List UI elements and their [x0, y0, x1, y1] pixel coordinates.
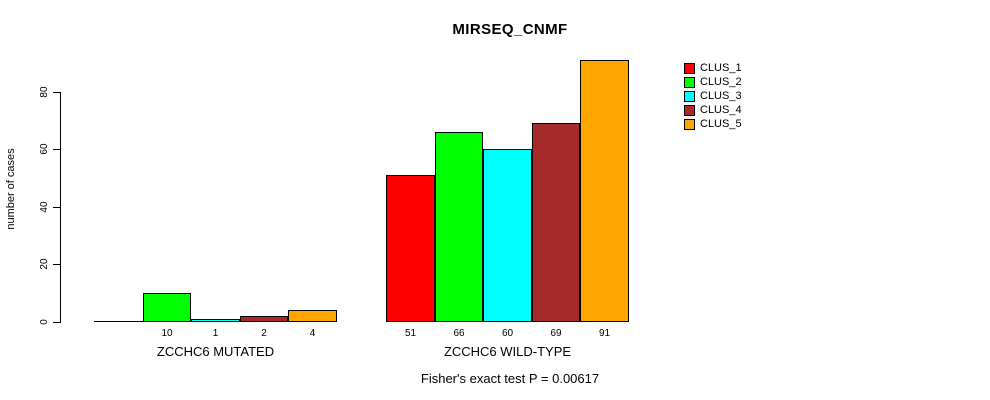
y-tick [53, 207, 60, 208]
bar-value-label: 10 [161, 328, 173, 339]
legend-label: CLUS_2 [700, 76, 742, 88]
bar-value-label: 2 [261, 328, 267, 339]
bar-clus_3-group2 [483, 149, 532, 322]
y-tick-label: 60 [38, 143, 50, 155]
y-tick-label: 0 [38, 319, 50, 325]
legend-swatch-icon [684, 105, 695, 116]
bar-clus_4-group2 [532, 123, 580, 322]
bar-value-label: 66 [453, 328, 465, 339]
bar-clus_2-group2 [435, 132, 483, 322]
bar-clus_2-group1 [143, 293, 191, 322]
y-tick-label: 80 [38, 86, 50, 98]
y-tick [53, 92, 60, 93]
legend-item: CLUS_3 [684, 91, 742, 102]
x-category-label: ZCCHC6 WILD-TYPE [443, 344, 572, 359]
bar-value-label: 91 [598, 328, 611, 339]
y-tick [53, 149, 60, 150]
legend-swatch-icon [684, 77, 695, 88]
legend: CLUS_1 CLUS_2 CLUS_3 CLUS_4 CLUS_5 [684, 63, 742, 133]
x-category-label: ZCCHC6 MUTATED [156, 344, 275, 359]
bar-clus_4-group1 [240, 316, 288, 322]
legend-label: CLUS_5 [700, 118, 742, 130]
bar-clus_5-group2 [580, 60, 629, 322]
bar-value-label: 4 [309, 328, 316, 339]
chart-title: MIRSEQ_CNMF [452, 21, 568, 38]
legend-item: CLUS_1 [684, 63, 742, 74]
y-tick [53, 322, 60, 323]
legend-swatch-icon [684, 119, 695, 130]
legend-item: CLUS_5 [684, 119, 742, 130]
stat-annotation: Fisher's exact test P = 0.00617 [420, 371, 600, 386]
y-tick-label: 40 [38, 201, 50, 213]
y-axis-label: number of cases [5, 148, 17, 230]
legend-item: CLUS_4 [684, 105, 742, 116]
y-tick [53, 264, 60, 265]
bar-value-label: 69 [550, 328, 562, 339]
legend-label: CLUS_4 [700, 104, 742, 116]
bar-value-label: 1 [212, 328, 219, 339]
legend-swatch-icon [684, 63, 695, 74]
legend-label: CLUS_3 [700, 90, 742, 102]
bar-clus_1-group2 [386, 175, 435, 322]
bar-clus_5-group1 [288, 310, 337, 322]
legend-swatch-icon [684, 91, 695, 102]
bar-clus_3-group1 [191, 319, 240, 322]
y-tick-label: 20 [38, 258, 50, 270]
legend-item: CLUS_2 [684, 77, 742, 88]
legend-label: CLUS_1 [700, 62, 742, 74]
bar-value-label: 60 [501, 328, 514, 339]
bar-value-label: 51 [404, 328, 417, 339]
y-axis-line [60, 92, 61, 323]
bar-clus_1-group1-zero [94, 321, 143, 322]
